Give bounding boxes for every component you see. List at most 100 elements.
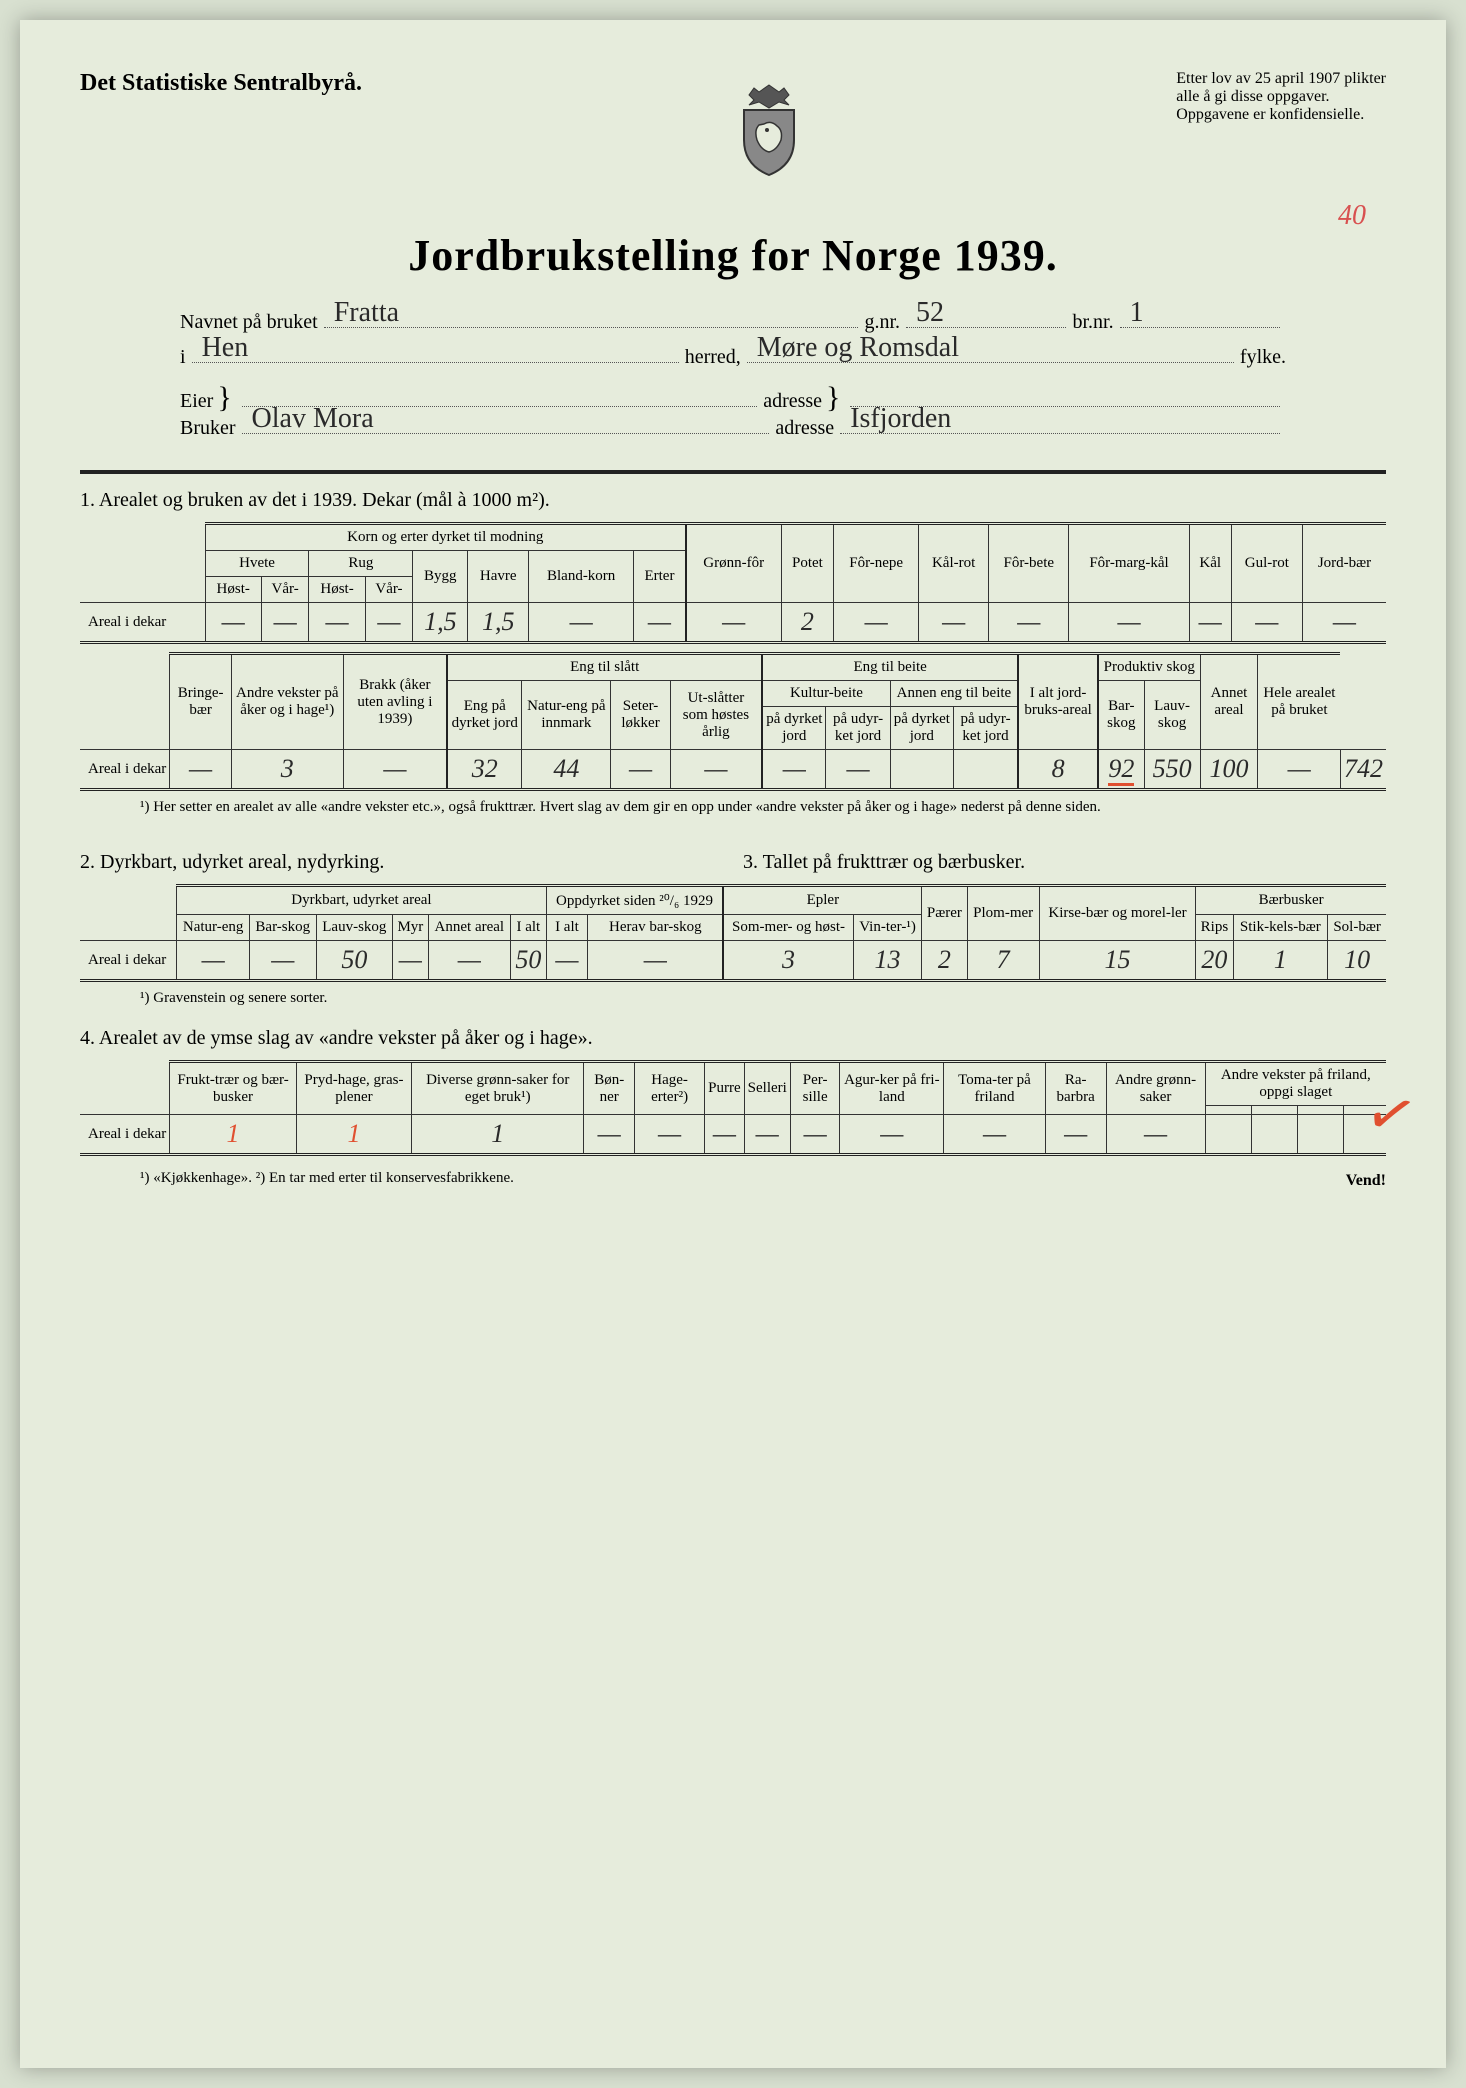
fornepe-h: Fôr-nepe <box>834 524 919 603</box>
s3v-1: 13 <box>853 941 922 981</box>
i-label: i <box>180 346 186 369</box>
section4-title: 4. Arealet av de ymse slag av «andre vek… <box>80 1027 1386 1050</box>
brnr-label: br.nr. <box>1072 311 1113 334</box>
s2v-4: — <box>428 941 510 981</box>
ab-dyrket: på dyrket jord <box>890 707 953 750</box>
s2v-6: — <box>546 941 588 981</box>
s2v-1: — <box>250 941 316 981</box>
engslatt-h: Eng til slått <box>447 654 762 681</box>
s3-vinter: Vin-ter-¹) <box>853 915 922 941</box>
row2-label: Areal i dekar <box>80 750 170 790</box>
s3v-6: 1 <box>1233 941 1328 981</box>
brnr-value: 1 <box>1130 297 1144 329</box>
farm-info-block: Navnet på bruket Fratta g.nr. 52 br.nr. … <box>180 311 1286 440</box>
rug-var: Vår- <box>365 577 413 603</box>
eier-label: Eier <box>180 390 213 413</box>
s4-rowlabel: Areal i dekar <box>80 1115 170 1155</box>
forbete-h: Fôr-bete <box>989 524 1069 603</box>
s4-hageerter: Hage-erter²) <box>635 1062 705 1115</box>
s3v-3: 7 <box>967 941 1039 981</box>
s2v-3: — <box>393 941 428 981</box>
s4-persille: Per-sille <box>790 1062 840 1115</box>
v1-8: — <box>686 603 781 643</box>
v2-9 <box>890 750 953 790</box>
v2-7: — <box>762 750 826 790</box>
s3-rips: Rips <box>1196 915 1233 941</box>
v1-3: — <box>365 603 413 643</box>
erter-h: Erter <box>634 551 686 603</box>
epler-h: Epler <box>723 886 921 915</box>
gronnfor-h: Grønn-fôr <box>686 524 781 603</box>
v2-6: — <box>670 750 762 790</box>
v1-15: — <box>1231 603 1302 643</box>
legal-line-3: Oppgavene er konfidensielle. <box>1176 106 1386 124</box>
v2-15: — <box>1258 750 1340 790</box>
kb-dyrket: på dyrket jord <box>762 707 826 750</box>
bygg-h: Bygg <box>413 551 468 603</box>
hele-h: Hele arealet på bruket <box>1258 654 1340 750</box>
s4v-12 <box>1205 1115 1251 1155</box>
v1-13: — <box>1069 603 1189 643</box>
owner-value: Olav Mora <box>252 403 374 435</box>
fylke-label: fylke. <box>1240 346 1286 369</box>
section1-title: 1. Arealet og bruken av det i 1939. Deka… <box>80 489 1386 512</box>
header: Det Statistiske Sentralbyrå. Etter lov a… <box>80 70 1386 190</box>
paerer-h: Pærer <box>922 886 967 941</box>
s4v-14 <box>1297 1115 1343 1155</box>
potet-h: Potet <box>781 524 834 603</box>
v1-5: 1,5 <box>468 603 529 643</box>
v2-4: 44 <box>522 750 611 790</box>
ialt-h: I alt jord-bruks-areal <box>1018 654 1098 750</box>
oppdyrket-h: Oppdyrket siden ²⁰/₆ 1929 <box>546 886 723 915</box>
s4-rabarbra: Ra-barbra <box>1045 1062 1106 1115</box>
red-annotation: 40 <box>1338 200 1366 232</box>
utslatter-h: Ut-slåtter som høstes årlig <box>670 681 762 750</box>
section4-table: Frukt-trær og bær-busker Pryd-hage, gras… <box>80 1060 1386 1156</box>
census-form-page: Det Statistiske Sentralbyrå. Etter lov a… <box>20 20 1446 2068</box>
s3v-0: 3 <box>723 941 853 981</box>
coat-of-arms-icon <box>729 80 809 180</box>
s3-solbaer: Sol-bær <box>1328 915 1386 941</box>
s3-stikkels: Stik-kels-bær <box>1233 915 1328 941</box>
section3-title: 3. Tallet på frukttrær og bærbusker. <box>743 851 1386 874</box>
v2-3: 32 <box>447 750 522 790</box>
s4v-11: — <box>1106 1115 1205 1155</box>
barskog-h: Bar-skog <box>1098 681 1144 750</box>
hvete-var: Vår- <box>261 577 309 603</box>
v1-2: — <box>309 603 365 643</box>
kb-udyrket: på udyr-ket jord <box>826 707 890 750</box>
s4v-5: — <box>705 1115 745 1155</box>
s4v-6: — <box>744 1115 790 1155</box>
adresse-value: Isfjorden <box>850 403 951 435</box>
hvete-host: Høst- <box>205 577 261 603</box>
s4-bonner: Bøn-ner <box>584 1062 635 1115</box>
v1-16: — <box>1302 603 1386 643</box>
s4v-8: — <box>840 1115 944 1155</box>
coat-of-arms-container <box>719 70 819 190</box>
blandkorn-h: Bland-korn <box>529 551 634 603</box>
s2v-0: — <box>177 941 250 981</box>
rug-host: Høst- <box>309 577 365 603</box>
s4-agurker: Agur-ker på fri-land <box>840 1062 944 1115</box>
v2-11: 8 <box>1018 750 1098 790</box>
s2v-5: 50 <box>511 941 547 981</box>
s3v-5: 20 <box>1196 941 1233 981</box>
gulrot-h: Gul-rot <box>1231 524 1302 603</box>
ab-udyrket: på udyr-ket jord <box>953 707 1018 750</box>
s4-blank1 <box>1205 1106 1251 1115</box>
s3v-7: 10 <box>1328 941 1386 981</box>
seter-h: Seter-løkker <box>611 681 670 750</box>
s4v-7: — <box>790 1115 840 1155</box>
gnr-label: g.nr. <box>864 311 900 334</box>
rug-h: Rug <box>309 551 413 577</box>
agency-name: Det Statistiske Sentralbyrå. <box>80 70 362 97</box>
fylke-value: Møre og Romsdal <box>757 332 959 364</box>
engbeite-h: Eng til beite <box>762 654 1018 681</box>
dyrkbart-h: Dyrkbart, udyrket areal <box>177 886 546 915</box>
s4v-13 <box>1251 1115 1297 1155</box>
legal-notice: Etter lov av 25 april 1907 plikter alle … <box>1176 70 1386 124</box>
s4v-0: 1 <box>170 1115 297 1155</box>
annet-h: Annet areal <box>1200 654 1258 750</box>
prodskog-h: Produktiv skog <box>1098 654 1200 681</box>
section1-footnote: ¹) Her setter en arealet av alle «andre … <box>140 799 1386 816</box>
